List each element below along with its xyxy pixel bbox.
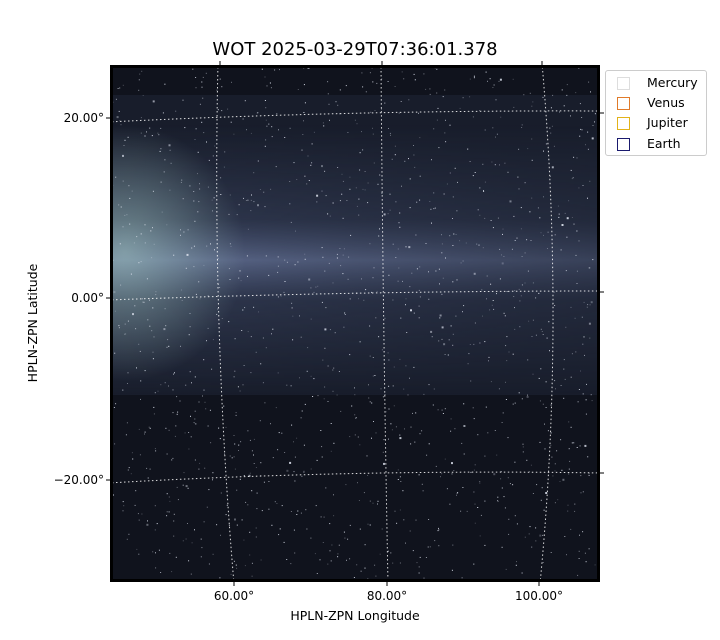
legend-label: Jupiter	[647, 115, 688, 130]
grid-line-lon-80	[380, 65, 389, 582]
star-field	[110, 65, 600, 582]
legend-swatch	[617, 76, 630, 90]
x-tick-label: 100.00°	[515, 589, 563, 603]
coordinate-grid	[110, 65, 600, 582]
x-tick-label: 80.00°	[366, 589, 408, 603]
y-tick-label: 0.00°	[71, 291, 104, 305]
legend-item-venus: Venus	[617, 95, 685, 111]
legend-item-earth: Earth	[617, 136, 681, 152]
plot-title: WOT 2025-03-29T07:36:01.378	[212, 39, 498, 60]
grid-line-lon-60	[216, 65, 235, 582]
y-tick-label: 20.00°	[63, 111, 104, 125]
legend-swatch	[617, 137, 630, 151]
grid-line-lat-minus20	[110, 471, 600, 484]
y-tick-label: −20.00°	[53, 473, 104, 487]
x-tick-label: 60.00°	[213, 589, 255, 603]
legend-swatch	[617, 96, 630, 110]
legend-item-jupiter: Jupiter	[617, 115, 688, 131]
y-axis-label: HPLN-ZPN Latitude	[25, 263, 40, 383]
image-frame	[110, 65, 600, 582]
x-axis-label: HPLN-ZPN Longitude	[290, 608, 420, 623]
legend-swatch	[617, 116, 630, 130]
grid-line-lon-100	[539, 65, 554, 582]
legend-label: Venus	[647, 95, 685, 110]
legend-item-mercury: Mercury	[617, 75, 698, 91]
sky-image	[110, 65, 600, 582]
legend-label: Mercury	[647, 75, 698, 90]
grid-line-lat-20	[110, 110, 600, 123]
legend-label: Earth	[647, 136, 681, 151]
legend: Mercury Venus Jupiter Earth	[605, 70, 707, 156]
grid-line-lat-0	[110, 290, 600, 301]
